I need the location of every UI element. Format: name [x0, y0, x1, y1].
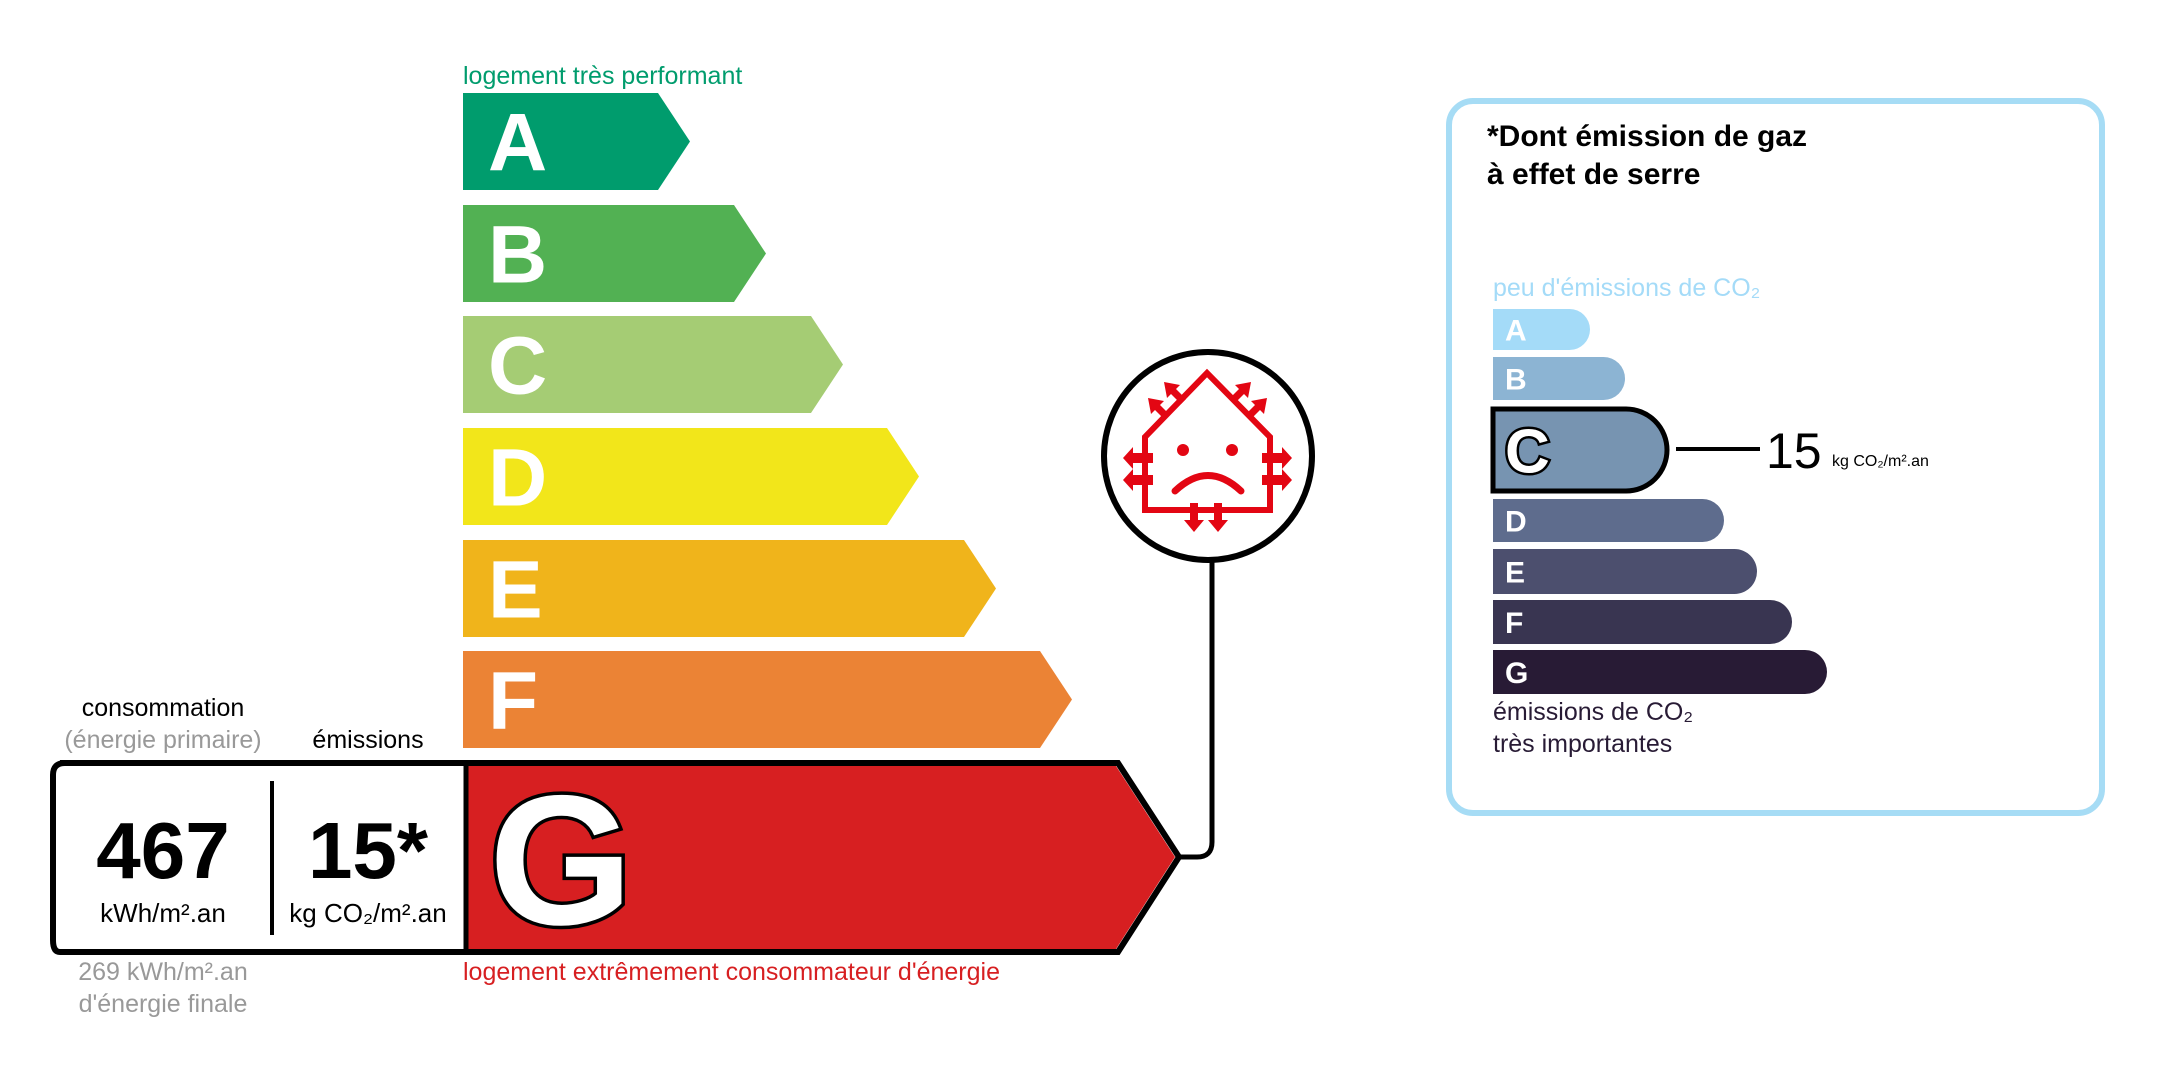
ghg-bar-letter: B [1505, 363, 1527, 396]
energy-bar-g [466, 766, 1175, 949]
energy-bar-letter: E [488, 545, 543, 636]
energy-bar-e [463, 540, 996, 637]
ghg-bar-c [1490, 406, 1670, 494]
energy-bar-letter: F [488, 656, 538, 747]
consumption-label: consommation [82, 694, 245, 722]
ghg-bar-letter: G [1505, 657, 1528, 690]
ghg-bottom-label-line1: émissions de CO₂ [1493, 698, 1693, 726]
energy-bar-letter: D [488, 433, 547, 524]
consumption-unit: kWh/m².an [100, 898, 226, 928]
emissions-value: 15* [308, 806, 429, 895]
energy-bar-letter: B [488, 210, 547, 301]
ghg-bar-letter: C [1505, 417, 1550, 486]
energy-current-class-box: G 467 kWh/m².an 15* kg CO₂/m².an [50, 755, 1183, 968]
energy-bar-f [463, 651, 1072, 748]
ghg-bar-letter: E [1505, 556, 1525, 589]
consumption-value: 467 [96, 806, 229, 895]
final-energy-value: 269 kWh/m².an [78, 958, 248, 986]
emissions-unit: kg CO₂/m².an [289, 898, 446, 928]
energy-bar-b [463, 205, 766, 302]
ghg-unit: kg CO₂/m².an [1832, 453, 1929, 470]
ghg-bar-letter: F [1505, 607, 1523, 640]
energy-bar-letter: A [488, 98, 547, 189]
ghg-bar-e [1493, 549, 1757, 594]
energy-current-letter: G [489, 758, 633, 964]
energy-top-label: logement très performant [463, 62, 742, 90]
ghg-bottom-label-line2: très importantes [1493, 730, 1672, 758]
ghg-bar-g [1493, 650, 1827, 694]
final-energy-label: d'énergie finale [79, 990, 248, 1018]
ghg-title-line1: *Dont émission de gaz [1487, 120, 1807, 153]
energy-bottom-label: logement extrêmement consommateur d'éner… [463, 958, 1000, 986]
ghg-bar-letter: D [1505, 505, 1527, 538]
connector-line [1179, 562, 1215, 860]
energy-bar-letter: C [488, 321, 547, 412]
ghg-bar-a [1493, 309, 1590, 350]
ghg-bar-b [1493, 357, 1625, 400]
ghg-bar-letter: A [1505, 314, 1527, 347]
ghg-value: 15 [1766, 423, 1822, 479]
ghg-bar-f [1493, 600, 1792, 644]
consumption-sublabel: (énergie primaire) [64, 726, 261, 754]
ghg-title-line2: à effet de serre [1487, 158, 1700, 191]
ghg-top-label: peu d'émissions de CO₂ [1493, 274, 1760, 302]
emissions-label: émissions [312, 726, 423, 754]
energy-bar-d [463, 428, 919, 525]
energy-bar-c [463, 316, 843, 413]
energy-bar-a [463, 93, 690, 190]
sad-house-heat-loss-icon [1101, 349, 1315, 563]
ghg-bar-d [1493, 499, 1724, 542]
